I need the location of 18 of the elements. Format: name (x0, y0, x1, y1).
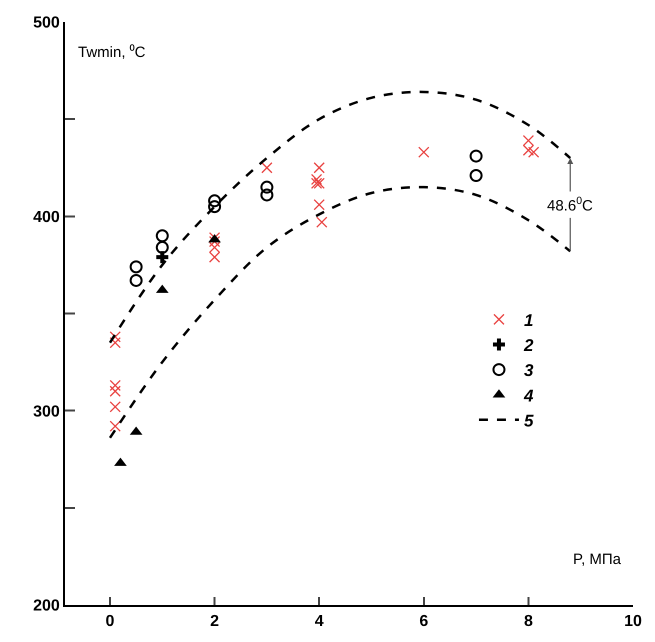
legend-label: 5 (524, 411, 534, 430)
y-tick-label: 500 (33, 14, 60, 32)
x-tick-label: 2 (210, 613, 220, 630)
y-tick-label: 200 (33, 598, 60, 615)
y-tick-label: 400 (33, 208, 60, 226)
legend-label: 4 (522, 386, 534, 406)
legend-label: 2 (522, 336, 534, 356)
legend-label: 3 (524, 361, 534, 380)
y-tick-label: 300 (33, 403, 60, 420)
annotation: 48.6$^{0}$C (547, 195, 594, 214)
x-tick-label: 10 (624, 613, 642, 630)
legend-label: 1 (524, 311, 534, 330)
x-tick-label: 8 (524, 613, 533, 630)
x-tick-label: 0 (106, 613, 115, 630)
x-tick-label: 6 (419, 613, 428, 630)
x-tick-label: 4 (314, 613, 324, 630)
x-axis-title: P, МПа (573, 551, 622, 568)
y-axis-title: Twmin, ⁰C (78, 44, 146, 61)
